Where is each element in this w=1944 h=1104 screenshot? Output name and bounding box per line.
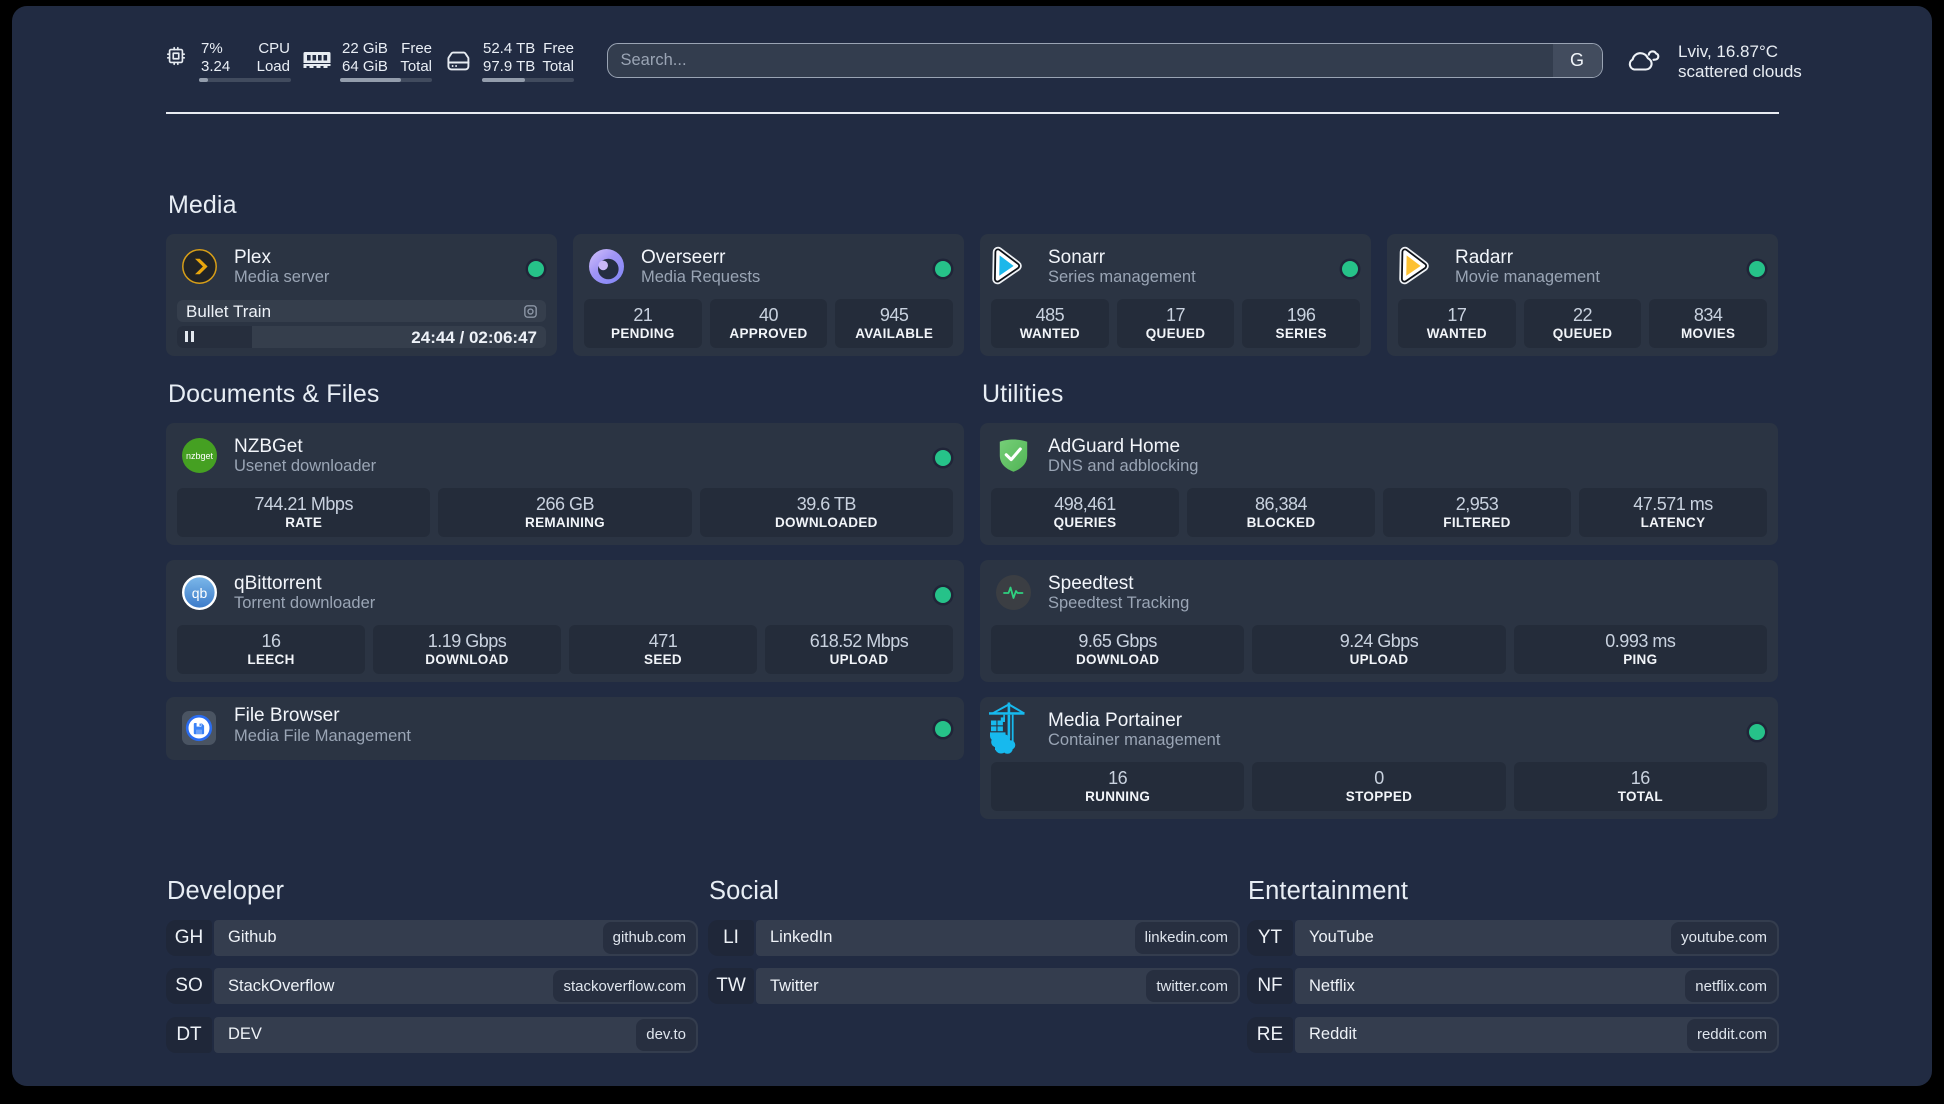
svg-text:qb: qb [192, 585, 208, 601]
svg-text:nzbget: nzbget [186, 451, 214, 461]
